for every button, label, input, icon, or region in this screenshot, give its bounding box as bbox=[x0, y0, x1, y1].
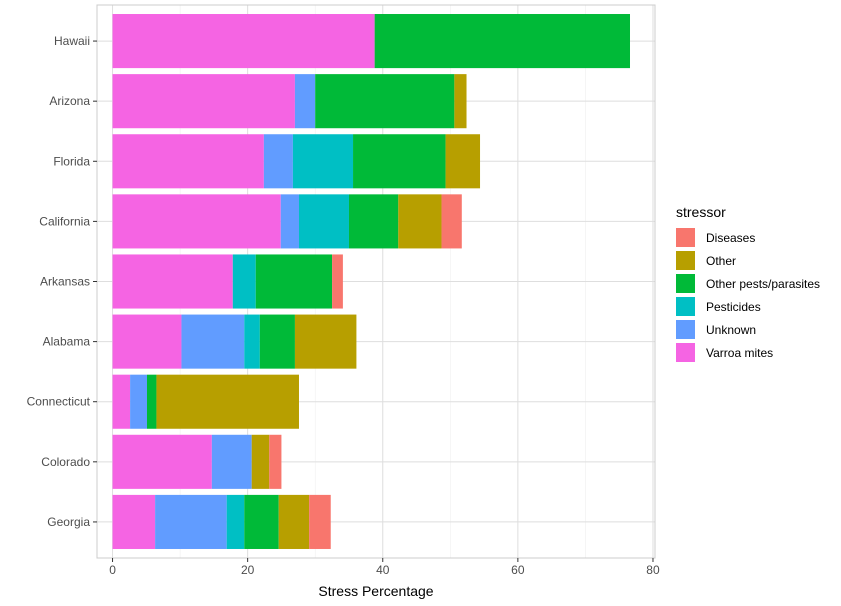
legend-swatch bbox=[676, 297, 695, 316]
y-tick-label: Arkansas bbox=[40, 275, 90, 289]
bar-segment bbox=[112, 254, 233, 309]
bar-segment bbox=[255, 254, 333, 309]
x-tick-label: 40 bbox=[376, 563, 390, 577]
bar-segment bbox=[251, 434, 270, 489]
y-tick-label: Connecticut bbox=[27, 395, 91, 409]
legend-swatch bbox=[676, 320, 695, 339]
bar-segment bbox=[130, 374, 147, 429]
bar-segment bbox=[374, 14, 631, 69]
y-tick-label: Georgia bbox=[47, 515, 90, 529]
bars-layer bbox=[112, 14, 631, 549]
bar-segment bbox=[232, 254, 256, 309]
legend-label: Diseases bbox=[706, 230, 756, 245]
bar-segment bbox=[398, 194, 442, 249]
bar-segment bbox=[441, 194, 462, 249]
x-tick-label: 0 bbox=[109, 563, 116, 577]
legend-item: Diseases bbox=[676, 226, 820, 249]
legend-swatch bbox=[676, 343, 695, 362]
legend-item: Other bbox=[676, 249, 820, 272]
legend: stressor Diseases Other Other pests/parasi… bbox=[676, 204, 820, 364]
bar-segment bbox=[315, 74, 455, 129]
bar-segment bbox=[259, 314, 295, 369]
legend-swatch bbox=[676, 274, 695, 293]
x-tick-label: 20 bbox=[241, 563, 255, 577]
bar-segment bbox=[269, 434, 282, 489]
bar-segment bbox=[445, 134, 481, 189]
legend-label: Other bbox=[706, 253, 737, 268]
bar-segment bbox=[181, 314, 245, 369]
bar-segment bbox=[112, 374, 131, 429]
bar-segment bbox=[292, 134, 354, 189]
x-axis: 0 20 40 60 80 bbox=[109, 558, 660, 577]
bar-segment bbox=[155, 494, 227, 549]
y-tick-label: Alabama bbox=[43, 335, 91, 349]
bar-segment bbox=[278, 494, 310, 549]
bar-segment bbox=[244, 314, 260, 369]
bar-segment bbox=[454, 74, 467, 129]
bar-segment bbox=[112, 314, 182, 369]
legend-label: Unknown bbox=[706, 322, 757, 337]
bar-segment bbox=[112, 494, 156, 549]
bar-segment bbox=[156, 374, 299, 429]
y-tick-label: California bbox=[39, 214, 90, 228]
legend-label: Varroa mites bbox=[706, 345, 774, 360]
legend-item: Varroa mites bbox=[676, 341, 820, 364]
bar-segment bbox=[112, 74, 295, 129]
y-tick-label: Colorado bbox=[41, 455, 90, 469]
bar-segment bbox=[280, 194, 299, 249]
legend-items: Diseases Other Other pests/parasites Pestic… bbox=[676, 226, 820, 364]
bar-segment bbox=[112, 434, 212, 489]
y-tick-label: Arizona bbox=[49, 94, 90, 108]
bar-segment bbox=[294, 74, 316, 129]
bar-segment bbox=[112, 14, 375, 69]
bar-segment bbox=[211, 434, 252, 489]
legend-item: Other pests/parasites bbox=[676, 272, 820, 295]
bar-segment bbox=[226, 494, 245, 549]
bar-segment bbox=[298, 194, 349, 249]
legend-item: Unknown bbox=[676, 318, 820, 341]
x-axis-title: Stress Percentage bbox=[318, 583, 433, 599]
y-tick-label: Florida bbox=[53, 154, 90, 168]
bar-segment bbox=[294, 314, 357, 369]
bar-segment bbox=[244, 494, 279, 549]
bar-segment bbox=[263, 134, 293, 189]
x-tick-label: 80 bbox=[646, 563, 660, 577]
legend-title: stressor bbox=[676, 204, 726, 220]
legend-swatch bbox=[676, 228, 695, 247]
bar-segment bbox=[112, 134, 264, 189]
bar-segment bbox=[309, 494, 331, 549]
legend-label: Pesticides bbox=[706, 299, 761, 314]
legend-label: Other pests/parasites bbox=[706, 276, 821, 291]
bar-segment bbox=[146, 374, 157, 429]
bar-segment bbox=[348, 194, 399, 249]
y-axis: Hawaii Arizona Florida California Arkansas Al… bbox=[27, 34, 97, 529]
bar-segment bbox=[332, 254, 343, 309]
y-tick-label: Hawaii bbox=[54, 34, 90, 48]
bar-segment bbox=[112, 194, 281, 249]
legend-swatch bbox=[676, 251, 695, 270]
bar-segment bbox=[353, 134, 446, 189]
legend-item: Pesticides bbox=[676, 295, 820, 318]
x-tick-label: 60 bbox=[511, 563, 525, 577]
